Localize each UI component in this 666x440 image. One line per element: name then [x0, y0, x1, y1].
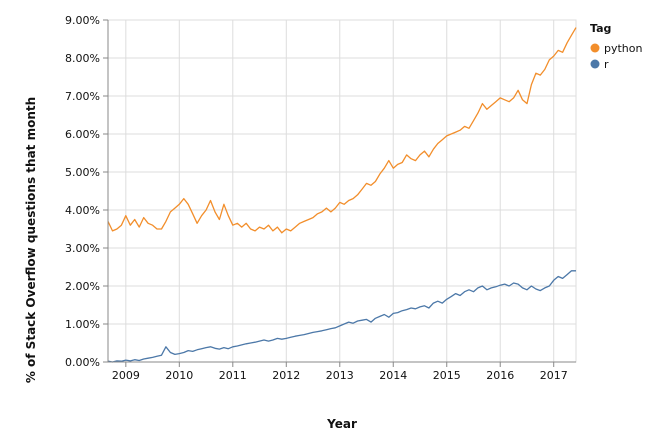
legend-title: Tag [590, 22, 611, 35]
legend-swatch-python [590, 43, 600, 53]
y-axis-title: % of Stack Overflow questions that month [24, 97, 38, 383]
legend-label-r: r [604, 58, 609, 71]
series-line-python [107, 27, 577, 234]
y-tick-label: 6.00% [65, 128, 100, 141]
y-tick-label: 4.00% [65, 204, 100, 217]
y-tick-label: 9.00% [65, 14, 100, 27]
x-tick-label: 2017 [540, 369, 568, 382]
y-tick-label: 0.00% [65, 356, 100, 369]
x-tick-label: 2016 [486, 369, 514, 382]
y-tick-label: 8.00% [65, 52, 100, 65]
series-line-r [107, 270, 576, 363]
grid [107, 19, 577, 363]
y-tick-label: 1.00% [65, 318, 100, 331]
y-tick-label: 7.00% [65, 90, 100, 103]
legend: Tag python r [590, 22, 643, 71]
axes: 0.00% 1.00% 2.00% 3.00% 4.00% 5.00% 6.00% 7.00%… [65, 14, 576, 382]
x-tick-label: 2010 [165, 369, 193, 382]
x-tick-label: 2012 [272, 369, 300, 382]
y-tick-label: 5.00% [65, 166, 100, 179]
x-tick-label: 2014 [379, 369, 407, 382]
x-axis-title: Year [326, 417, 357, 431]
legend-label-python: python [604, 42, 643, 55]
x-tick-label: 2015 [433, 369, 461, 382]
x-tick-label: 2009 [112, 369, 140, 382]
series-lines [107, 27, 577, 363]
x-tick-label: 2013 [326, 369, 354, 382]
y-tick-label: 2.00% [65, 280, 100, 293]
legend-swatch-r [590, 59, 600, 69]
x-tick-label: 2011 [219, 369, 247, 382]
y-tick-label: 3.00% [65, 242, 100, 255]
plot-frame [107, 19, 577, 363]
